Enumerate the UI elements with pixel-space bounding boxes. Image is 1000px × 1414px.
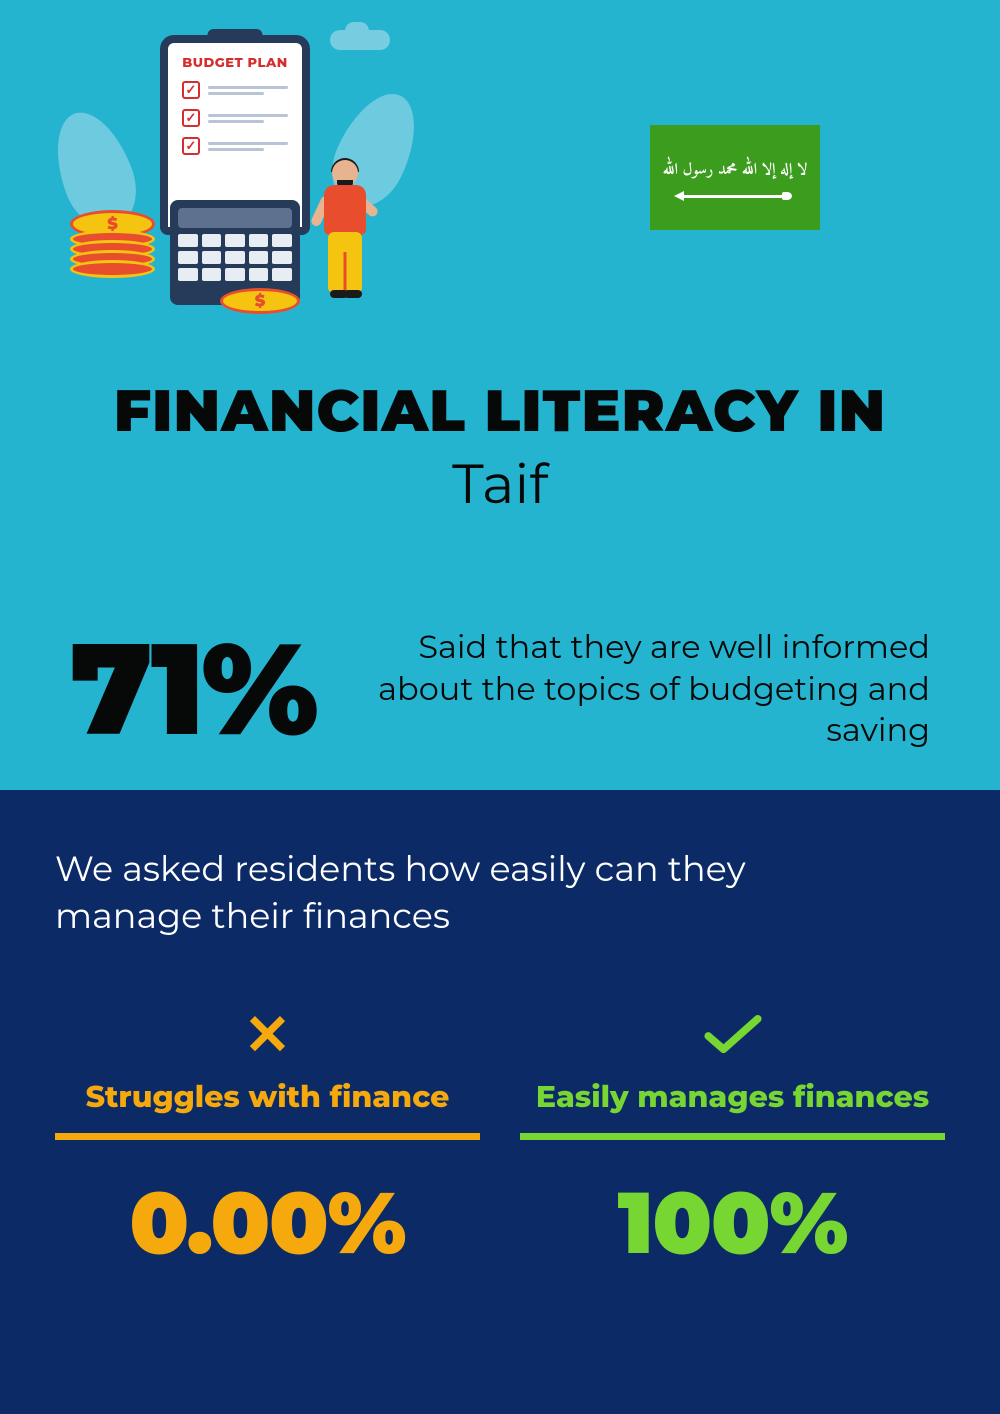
bottom-section: We asked residents how easily can they m…: [0, 790, 1000, 1414]
divider: [55, 1133, 480, 1140]
divider: [520, 1133, 945, 1140]
manages-column: Easily manages finances 100%: [520, 1000, 945, 1275]
clipboard-title: BUDGET PLAN: [168, 55, 302, 71]
question-text: We asked residents how easily can they m…: [55, 845, 875, 940]
main-stat-description: Said that they are well informed about t…: [351, 627, 930, 752]
title-line2: Taif: [60, 450, 940, 517]
cloud-decor: [330, 30, 390, 50]
main-stat-percent: 71%: [70, 632, 316, 747]
manages-value: 100%: [520, 1170, 945, 1275]
struggles-column: ✕ Struggles with finance 0.00%: [55, 1000, 480, 1275]
page-title: FINANCIAL LITERACY IN Taif: [60, 375, 940, 517]
main-stat: 71% Said that they are well informed abo…: [60, 627, 940, 752]
columns: ✕ Struggles with finance 0.00% Easily ma…: [55, 1000, 945, 1275]
header-row: BUDGET PLAN $ $: [60, 30, 940, 330]
budget-illustration: BUDGET PLAN $ $: [60, 30, 420, 320]
struggles-label: Struggles with finance: [55, 1078, 480, 1129]
flag-text: لا إله إلا الله محمد رسول الله: [663, 157, 808, 185]
coin-icon: $: [220, 288, 300, 314]
struggles-value: 0.00%: [55, 1170, 480, 1275]
check-icon: [704, 1015, 762, 1055]
top-section: BUDGET PLAN $ $: [0, 0, 1000, 790]
person-icon: [310, 160, 380, 320]
sword-icon: [680, 195, 790, 198]
coins-icon: $: [70, 210, 155, 278]
title-line1: FINANCIAL LITERACY IN: [60, 375, 940, 446]
manages-label: Easily manages finances: [520, 1078, 945, 1129]
x-icon: ✕: [244, 1001, 291, 1069]
saudi-flag-icon: لا إله إلا الله محمد رسول الله: [650, 125, 820, 230]
